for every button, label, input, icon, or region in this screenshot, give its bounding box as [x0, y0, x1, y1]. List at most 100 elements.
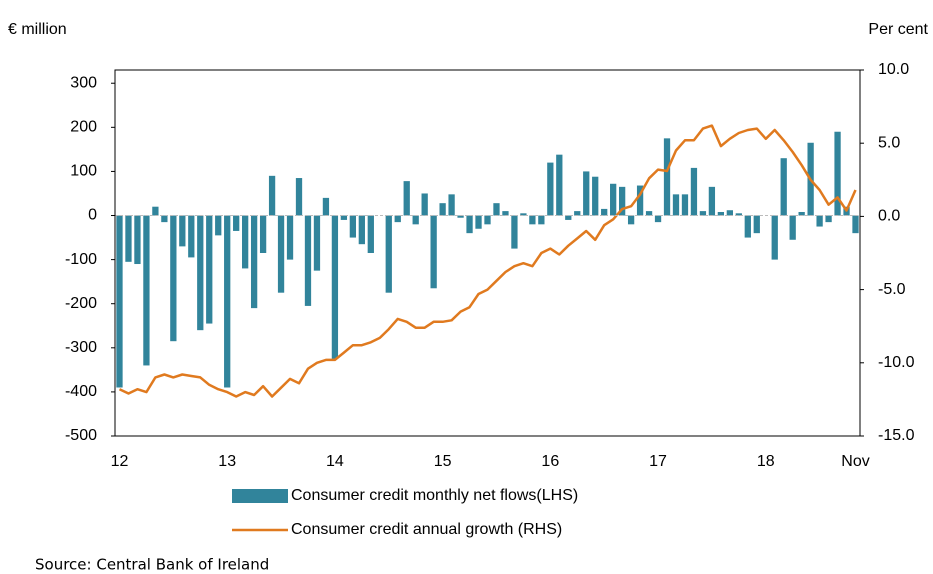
bar	[565, 215, 572, 220]
bar	[717, 211, 725, 216]
bar	[385, 215, 392, 293]
bar	[403, 181, 410, 216]
x-tick-label: 16	[541, 453, 559, 470]
bar	[331, 215, 339, 359]
bar	[627, 215, 635, 225]
y-tick-label: -300	[65, 339, 97, 356]
bar	[367, 215, 374, 253]
bar	[672, 194, 680, 216]
bar	[394, 215, 401, 223]
bar	[358, 215, 365, 245]
y2-tick-label: 10.0	[878, 61, 909, 78]
bar	[188, 215, 195, 258]
bar	[340, 215, 348, 220]
right-axis-label: Per cent	[868, 21, 928, 38]
bar	[161, 215, 168, 223]
bar	[583, 171, 590, 216]
bar	[690, 167, 698, 216]
bar	[771, 215, 778, 260]
bar	[493, 203, 500, 216]
legend-swatch	[232, 489, 288, 503]
bar	[286, 215, 294, 260]
bar	[618, 186, 626, 216]
bar	[179, 215, 186, 247]
legend-label: Consumer credit monthly net flows(LHS)	[291, 487, 578, 504]
bar	[206, 215, 213, 324]
y2-tick-label: 0.0	[878, 208, 900, 225]
x-tick-label: 18	[757, 453, 775, 470]
y-tick-label: 0	[88, 207, 97, 224]
x-tick-label: Nov	[841, 453, 869, 470]
bar	[547, 162, 554, 216]
y-tick-label: -500	[65, 427, 97, 444]
bar	[681, 194, 689, 216]
left-axis-label: € million	[8, 21, 67, 38]
bar	[215, 215, 222, 236]
x-tick-label: 13	[218, 453, 236, 470]
bar	[556, 154, 563, 216]
bar	[852, 215, 859, 234]
bar	[511, 215, 518, 249]
bar	[430, 215, 437, 289]
bar	[601, 208, 608, 216]
bar	[259, 215, 267, 253]
bar	[152, 206, 159, 216]
bar	[134, 215, 141, 265]
bar	[242, 215, 249, 269]
plot-frame	[114, 69, 861, 437]
bar	[520, 213, 527, 216]
bar	[708, 186, 716, 216]
y-tick-label: 100	[70, 163, 97, 180]
bar	[349, 215, 357, 238]
bar	[322, 197, 330, 216]
bar	[484, 215, 491, 225]
bar	[753, 215, 760, 234]
bar	[636, 185, 644, 216]
bar	[277, 215, 285, 293]
x-tick-label: 12	[111, 453, 129, 470]
bar	[170, 215, 177, 342]
y-tick-label: 200	[70, 119, 97, 136]
bar	[645, 211, 653, 216]
bar	[574, 211, 581, 216]
bar	[502, 211, 509, 216]
bar	[466, 215, 473, 234]
bar	[475, 215, 482, 229]
y2-tick-label: -15.0	[878, 427, 915, 444]
bar	[116, 215, 123, 388]
x-tick-label: 14	[326, 453, 344, 470]
bar	[610, 183, 617, 216]
bar	[789, 215, 796, 240]
bar	[412, 215, 419, 225]
bar	[825, 215, 832, 223]
bar	[224, 215, 231, 388]
source: Source: Central Bank of Ireland	[35, 556, 269, 574]
y2-tick-label: -5.0	[878, 281, 906, 298]
bar	[448, 194, 455, 216]
bar	[197, 215, 204, 331]
y-tick-label: -400	[65, 383, 97, 400]
bar	[143, 215, 150, 366]
bar	[295, 178, 303, 216]
bar	[268, 175, 276, 216]
y-tick-label: -100	[65, 251, 97, 268]
bar	[421, 193, 428, 216]
x-tick-label: 15	[434, 453, 452, 470]
legend-label: Consumer credit annual growth (RHS)	[291, 521, 562, 538]
bar	[699, 211, 707, 216]
bar	[592, 176, 599, 216]
bar	[654, 215, 662, 223]
bar	[529, 215, 536, 225]
bar	[125, 215, 132, 262]
y2-tick-label: 5.0	[878, 134, 900, 151]
bar	[780, 158, 787, 216]
bar	[726, 210, 733, 216]
bar	[439, 203, 446, 216]
x-tick-label: 17	[649, 453, 667, 470]
bar	[233, 215, 240, 231]
bar	[816, 215, 823, 227]
y2-tick-label: -10.0	[878, 354, 915, 371]
y-tick-label: -200	[65, 295, 97, 312]
bar	[744, 215, 751, 238]
